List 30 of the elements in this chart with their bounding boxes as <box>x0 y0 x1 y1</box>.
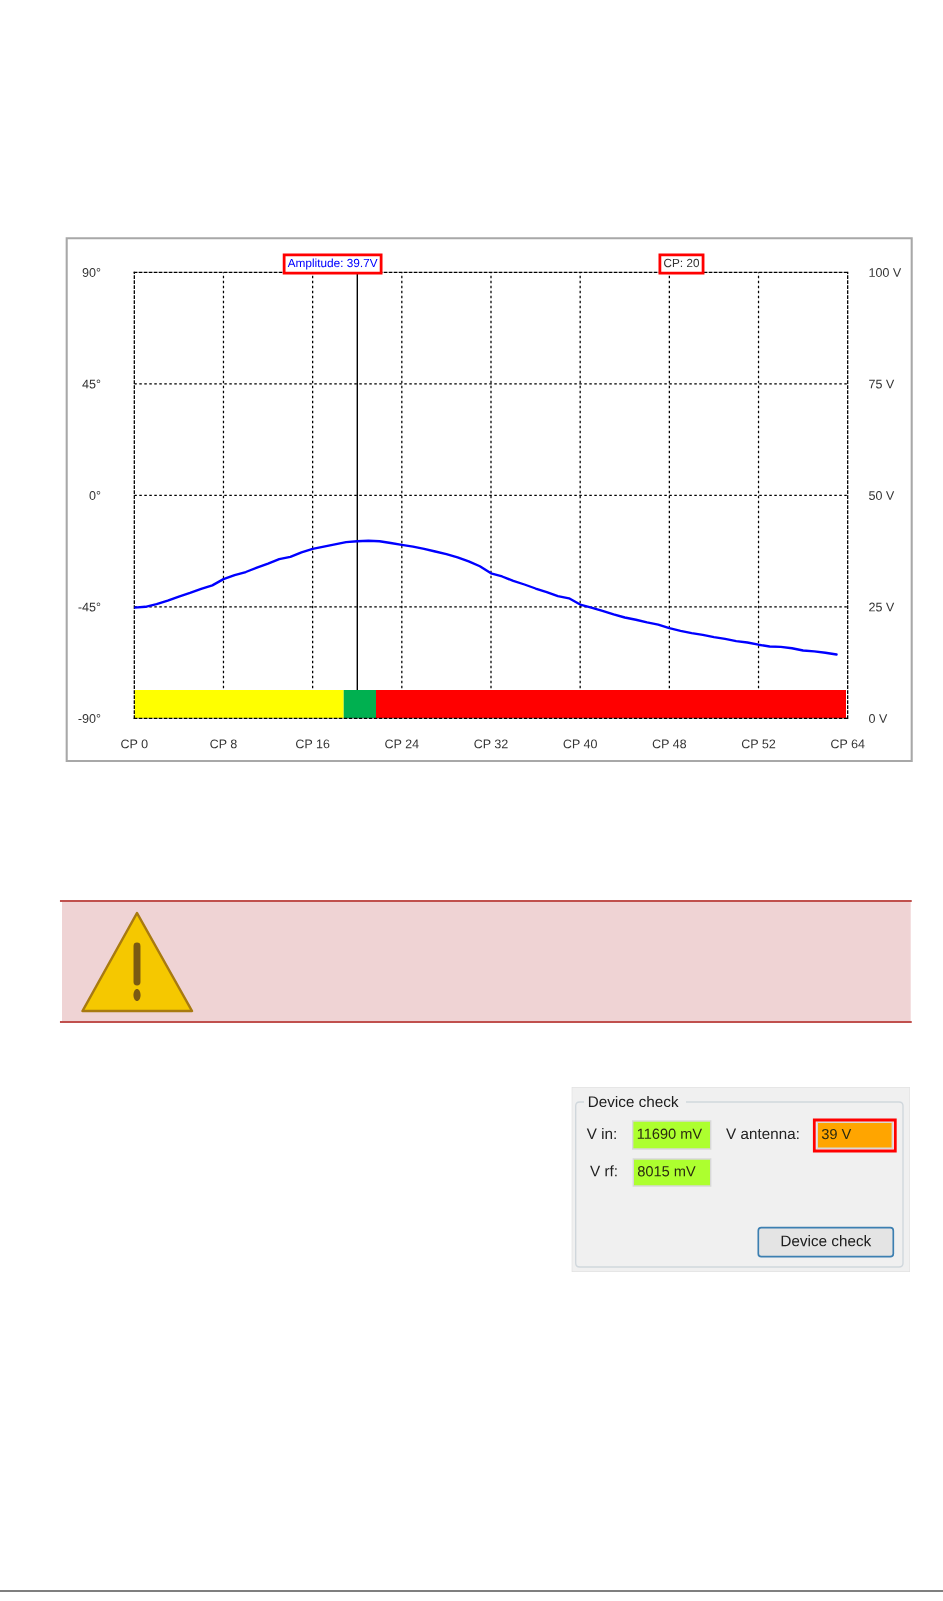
line-series <box>134 539 838 656</box>
text: Device check <box>781 1235 872 1247</box>
x-tick-label: CP 24 <box>385 739 419 749</box>
text: V in: <box>586 1127 616 1139</box>
x-tick-label: CP 40 <box>563 739 597 749</box>
y-tick-label: -45° <box>78 602 101 612</box>
y-tick-label: -90° <box>78 714 101 723</box>
x-tick-label: CP 64 <box>831 739 865 749</box>
text: 39 V <box>821 1128 852 1140</box>
x-tick-label: CP 48 <box>652 739 687 749</box>
y2-tick-label: 75 V <box>869 379 895 389</box>
x-tick-label: CP 16 <box>296 739 330 749</box>
x-tick-label: CP 8 <box>210 739 237 749</box>
x-tick-label: CP 52 <box>741 739 776 749</box>
y2-tick-label: 50 V <box>869 491 895 500</box>
y-tick-label: 45° <box>82 379 101 389</box>
y-tick-label: 0° <box>89 491 101 500</box>
y2-tick-label: 100 V <box>869 268 902 277</box>
y2-tick-label: 0 V <box>869 714 888 723</box>
text: Device check <box>588 1095 679 1108</box>
x-tick-label: CP 32 <box>474 739 508 749</box>
y2-tick-label: 25 V <box>869 602 895 612</box>
x-tick-label: CP 0 <box>121 739 148 749</box>
text: 11690 mV <box>637 1128 703 1139</box>
text: V rf: <box>590 1165 617 1177</box>
text: CP: 20 <box>664 258 700 268</box>
y-tick-label: 90° <box>82 268 101 277</box>
text: 8015 mV <box>637 1166 696 1177</box>
text: V antenna: <box>726 1128 799 1140</box>
text: Amplitude: 39.7V <box>287 258 378 270</box>
